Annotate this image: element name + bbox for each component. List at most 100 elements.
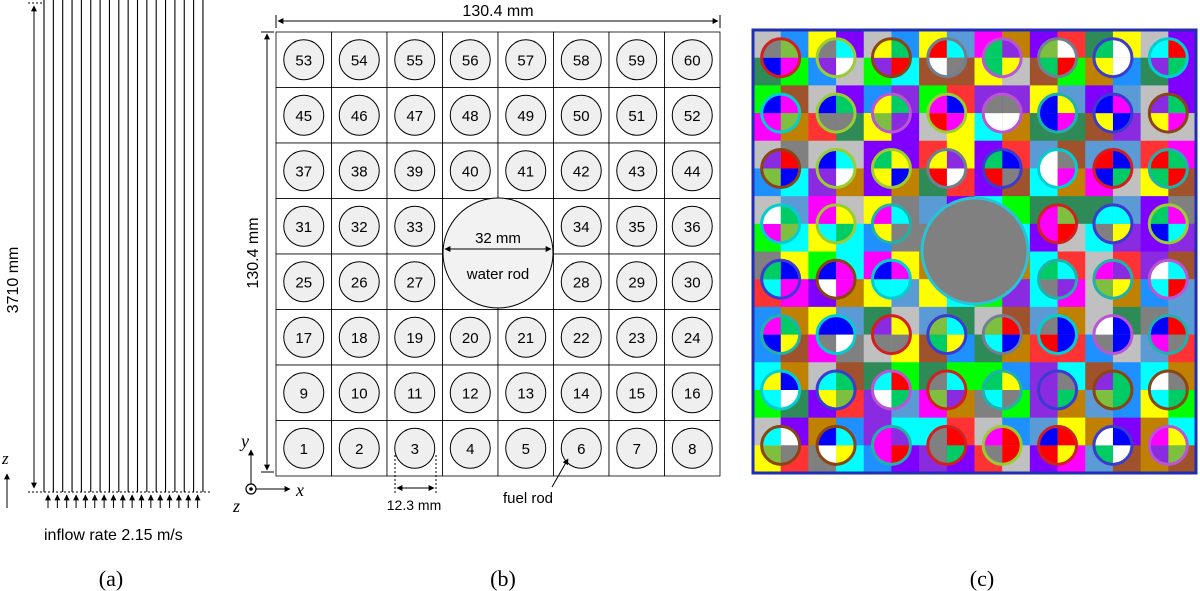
rod-quadrant xyxy=(1112,279,1132,299)
rod-quadrant xyxy=(1093,223,1113,243)
rod-quadrant xyxy=(946,38,966,58)
rod-quadrant xyxy=(927,113,947,133)
rod-quadrant xyxy=(761,260,781,280)
rod-quadrant xyxy=(891,94,911,114)
fuel-rod xyxy=(671,94,713,136)
rod-quadrant xyxy=(1112,149,1132,169)
color-rod-ring xyxy=(870,92,912,134)
rod-quadrant xyxy=(761,223,781,243)
rod-quadrant xyxy=(927,168,947,188)
fuel-rod-number: 45 xyxy=(295,108,312,125)
rod-quadrant xyxy=(1168,168,1188,188)
rod-quadrant xyxy=(1038,334,1058,354)
rod-quadrant xyxy=(761,334,781,354)
color-rod-ring xyxy=(815,424,857,466)
rod-quadrant xyxy=(891,113,911,133)
rod-quadrant xyxy=(836,223,856,243)
rod-quadrant xyxy=(780,370,800,390)
rod-quadrant xyxy=(1057,168,1077,188)
color-rod-ring xyxy=(1147,424,1189,466)
fuel-rod-number: 27 xyxy=(406,274,423,291)
color-rod-ring xyxy=(1147,147,1189,189)
rod-quadrant xyxy=(1002,57,1022,77)
rod-quadrant xyxy=(1002,389,1022,409)
rod-quadrant xyxy=(872,204,892,224)
rod-quadrant xyxy=(836,279,856,299)
fuel-rod xyxy=(394,94,436,136)
rod-quadrant xyxy=(891,315,911,335)
fuel-rod-number: 19 xyxy=(406,330,423,347)
fuel-rod xyxy=(671,316,713,358)
fuel-rod xyxy=(560,205,602,247)
fuel-rod xyxy=(616,150,658,192)
fuel-rod-number: 48 xyxy=(462,108,479,125)
rod-quadrant xyxy=(836,149,856,169)
rod-quadrant xyxy=(817,426,837,446)
rod-quadrant xyxy=(891,204,911,224)
fuel-rod xyxy=(560,150,602,192)
rod-quadrant xyxy=(1057,389,1077,409)
rod-quadrant xyxy=(927,315,947,335)
y-axis-label: y xyxy=(239,431,249,451)
fuel-rod xyxy=(671,427,713,469)
rod-quadrant xyxy=(891,149,911,169)
rod-quadrant xyxy=(780,57,800,77)
z-axis-label-b: z xyxy=(232,496,240,516)
color-rod-ring xyxy=(1147,203,1189,245)
fuel-rod-number: 4 xyxy=(466,441,474,458)
fuel-rod-number: 47 xyxy=(406,108,423,125)
color-rod-ring xyxy=(981,147,1023,189)
rod-quadrant xyxy=(780,260,800,280)
fuel-rod-number: 16 xyxy=(684,385,701,402)
pitch-label: 12.3 mm xyxy=(387,497,441,513)
rod-quadrant xyxy=(1038,389,1058,409)
rod-quadrant xyxy=(761,57,781,77)
fuel-rod xyxy=(560,261,602,303)
rod-quadrant xyxy=(1112,426,1132,446)
rod-quadrant xyxy=(780,315,800,335)
rod-quadrant xyxy=(817,223,837,243)
rod-quadrant xyxy=(1002,149,1022,169)
color-rod-ring xyxy=(870,37,912,79)
rod-quadrant xyxy=(1149,223,1169,243)
fuel-rod-number: 22 xyxy=(573,330,590,347)
rod-quadrant xyxy=(817,334,837,354)
fuel-rod-number: 18 xyxy=(351,330,368,347)
rod-quadrant xyxy=(1149,57,1169,77)
rod-quadrant xyxy=(1038,315,1058,335)
fuel-rod xyxy=(283,427,325,469)
fuel-rod xyxy=(671,39,713,81)
rod-quadrant xyxy=(1002,426,1022,446)
color-rod-ring xyxy=(981,314,1023,356)
color-rod-ring xyxy=(760,203,802,245)
rod-quadrant xyxy=(1112,204,1132,224)
fuel-rod xyxy=(616,261,658,303)
rod-quadrant xyxy=(1057,149,1077,169)
fuel-rod xyxy=(449,427,491,469)
rod-quadrant xyxy=(1093,113,1113,133)
rod-quadrant xyxy=(761,168,781,188)
fuel-rod-number: 13 xyxy=(517,385,534,402)
rod-quadrant xyxy=(946,168,966,188)
rod-quadrant xyxy=(780,94,800,114)
color-rod-ring xyxy=(981,424,1023,466)
fuel-rod-number: 31 xyxy=(295,219,312,236)
fuel-rod-pointer xyxy=(551,458,569,488)
rod-quadrant xyxy=(1168,223,1188,243)
fuel-rod xyxy=(283,39,325,81)
width-label: 130.4 mm xyxy=(462,3,533,20)
rod-quadrant xyxy=(1112,57,1132,77)
rod-quadrant xyxy=(817,279,837,299)
rod-quadrant xyxy=(927,389,947,409)
fuel-rod-number: 8 xyxy=(688,441,696,458)
color-rod-ring xyxy=(981,369,1023,411)
rod-quadrant xyxy=(927,57,947,77)
rod-quadrant xyxy=(1112,445,1132,465)
rod-quadrant xyxy=(836,445,856,465)
fuel-rod xyxy=(338,427,380,469)
rod-quadrant xyxy=(780,279,800,299)
rod-quadrant xyxy=(872,389,892,409)
height-label: 3710 mm xyxy=(5,247,22,314)
rod-quadrant xyxy=(1057,279,1077,299)
rod-quadrant xyxy=(817,315,837,335)
